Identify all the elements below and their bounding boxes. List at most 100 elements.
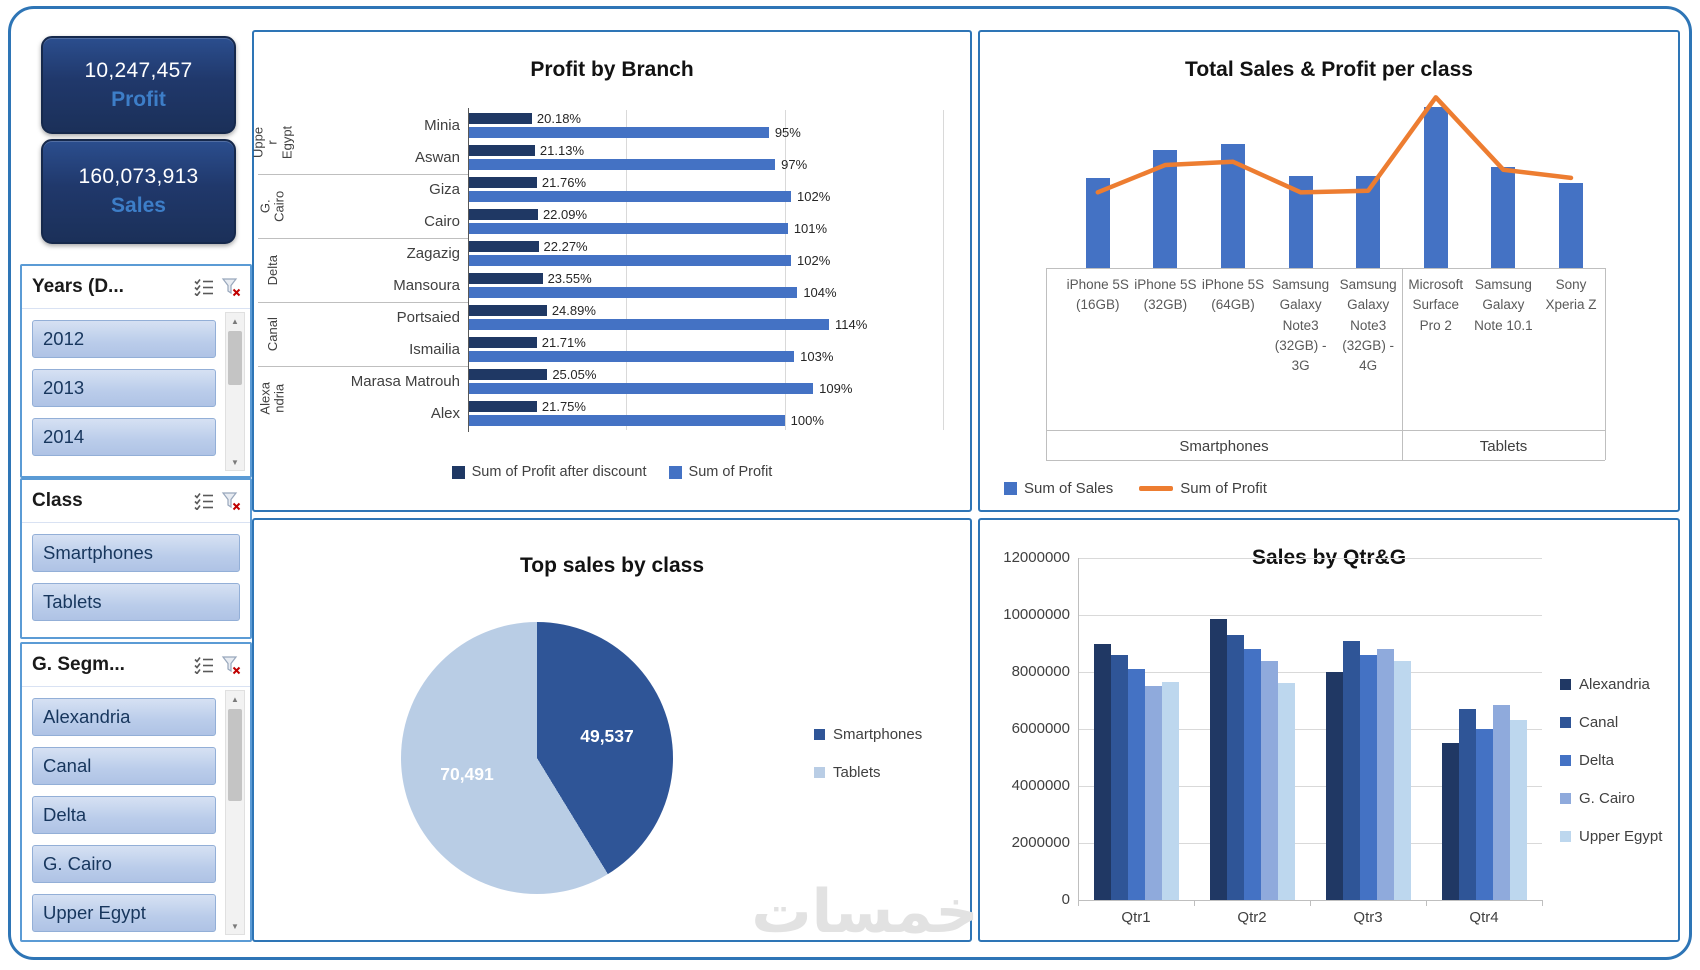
bar-profit-after-discount <box>468 401 537 412</box>
legend-swatch <box>1560 793 1571 804</box>
scroll-up-icon[interactable]: ▲ <box>226 691 244 707</box>
slicer-item-2012[interactable]: 2012 <box>32 320 216 358</box>
legend-label: Sum of Profit <box>688 464 773 480</box>
group-label-text: Delta <box>264 254 280 286</box>
slicer-years-scrollbar[interactable]: ▲ ▼ <box>225 312 245 471</box>
legend-label: Delta <box>1579 752 1615 769</box>
group-separator <box>258 238 468 239</box>
bar-profit-after-discount <box>468 369 548 380</box>
group-label: Delta <box>256 238 290 302</box>
dashboard-frame <box>8 6 1692 960</box>
legend-item: Sum of Sales <box>1004 480 1113 497</box>
group-label: Tablets <box>1479 438 1528 455</box>
slicer-item-canal[interactable]: Canal <box>32 747 216 785</box>
legend-swatch <box>668 465 682 479</box>
multi-select-icon[interactable] <box>190 275 217 300</box>
bar-profit <box>468 382 814 394</box>
slicer-geo-segment-scrollbar[interactable]: ▲ ▼ <box>225 690 245 935</box>
slicer-class: Class Smartphones Tablets <box>20 478 252 639</box>
gridline <box>1078 843 1542 844</box>
scroll-down-icon[interactable]: ▼ <box>226 918 244 934</box>
gridline <box>943 110 944 430</box>
bar-profit <box>468 126 769 138</box>
category-label: Ismailia <box>409 341 460 358</box>
bar-data-label: 103% <box>800 349 834 364</box>
bar-data-label: 20.18% <box>536 111 581 126</box>
bar-sum-of-sales <box>1423 107 1448 268</box>
bar-profit <box>468 158 776 170</box>
gridline <box>1078 786 1542 787</box>
legend-label: Canal <box>1579 714 1619 731</box>
legend-swatch <box>1560 717 1571 728</box>
scroll-down-icon[interactable]: ▼ <box>226 454 244 470</box>
bar-profit-after-discount <box>468 337 537 348</box>
slicer-item-2013[interactable]: 2013 <box>32 369 216 407</box>
legend-swatch <box>1004 482 1017 495</box>
slicer-item-upper-egypt[interactable]: Upper Egypt <box>32 894 216 932</box>
clear-filter-icon[interactable] <box>217 275 244 300</box>
bar-data-label: 109% <box>819 381 853 396</box>
kpi-sales-label: Sales <box>111 194 166 217</box>
legend-swatch <box>1560 831 1571 842</box>
bar-delta <box>1475 729 1493 900</box>
bar-delta <box>1359 654 1377 900</box>
bar-sum-of-sales <box>1356 176 1381 268</box>
slicer-item-2014[interactable]: 2014 <box>32 418 216 456</box>
category-label: Samsung Galaxy Note 10.1 <box>1474 277 1533 333</box>
panel-top-sales-by-class: Top sales by class 49,537 70,491 Smartphon… <box>252 518 972 942</box>
slicer-item-g-cairo[interactable]: G. Cairo <box>32 845 216 883</box>
legend-item: G. Cairo <box>1560 790 1635 807</box>
axis-tick <box>1310 900 1311 906</box>
bar-profit-after-discount <box>468 177 537 188</box>
category-label: Minia <box>424 117 460 134</box>
category-label: Alex <box>430 405 460 422</box>
bar-canal <box>1226 634 1244 900</box>
scroll-up-icon[interactable]: ▲ <box>226 313 244 329</box>
slicer-item-alexandria[interactable]: Alexandria <box>32 698 216 736</box>
slicer-geo-segment-items: Alexandria Canal Delta G. Cairo Upper Egypt <box>22 698 250 932</box>
bar-alexandria <box>1093 643 1111 900</box>
y-axis-label: 4000000 <box>1011 777 1070 794</box>
panel-sales-by-qtr: Sales by Qtr&G 0 2000000 4000000 6000000 800… <box>978 518 1680 942</box>
category-label: Qtr1 <box>1121 909 1151 926</box>
category-label: Portsaied <box>396 309 460 326</box>
slicer-class-title: Class <box>32 490 83 511</box>
bar-profit-after-discount <box>468 113 532 124</box>
axis-level-line <box>1046 430 1605 431</box>
scrollbar-thumb[interactable] <box>228 709 242 801</box>
legend-item: Sum of Profit <box>1139 480 1267 497</box>
bar-profit <box>468 286 798 298</box>
bar-data-label: 101% <box>793 221 828 236</box>
clear-filter-icon[interactable] <box>217 489 244 514</box>
group-label-text: G. Cairo <box>257 190 287 222</box>
bar-data-label: 23.55% <box>547 271 592 286</box>
bar-delta <box>1127 669 1145 900</box>
category-label: Samsung Galaxy Note3 (32GB) - 4G <box>1339 277 1397 373</box>
multi-select-icon[interactable] <box>190 489 217 514</box>
gridline <box>1078 672 1542 673</box>
y-axis-line <box>1078 558 1079 900</box>
slicer-item-tablets[interactable]: Tablets <box>32 583 240 621</box>
bar-data-label: 102% <box>797 189 831 204</box>
bar-upper-egypt <box>1509 720 1527 900</box>
legend: Sum of Sales Sum of Profit <box>1004 480 1267 497</box>
top-sales-by-class-chart: 49,537 70,491 Smartphones Tablets <box>254 520 970 940</box>
bar-sum-of-sales <box>1153 150 1178 268</box>
gridline <box>1078 558 1542 559</box>
kpi-card-profit: 10,247,457 Profit <box>41 36 236 134</box>
clear-filter-icon[interactable] <box>217 653 244 678</box>
panel-profit-by-branch: Profit by Branch Minia 20.18% 95% Aswan 21.1… <box>251 30 972 512</box>
multi-select-icon[interactable] <box>190 653 217 678</box>
bar-profit <box>468 318 829 330</box>
slicer-item-delta[interactable]: Delta <box>32 796 216 834</box>
slicer-item-smartphones[interactable]: Smartphones <box>32 534 240 572</box>
chart-title-top-sales-by-class: Top sales by class <box>519 554 705 577</box>
y-axis-label: 10000000 <box>1003 606 1070 623</box>
category-label: Sony Xperia Z <box>1545 277 1597 313</box>
scrollbar-thumb[interactable] <box>228 331 242 385</box>
pie-label-tablets: 70,491 <box>440 764 494 784</box>
group-label-text: Canal <box>264 317 280 351</box>
bar-data-label: 21.76% <box>541 175 586 190</box>
profit-by-branch-chart: Minia 20.18% 95% Aswan 21.13% 97% Giza 21.76% 10… <box>251 32 970 510</box>
